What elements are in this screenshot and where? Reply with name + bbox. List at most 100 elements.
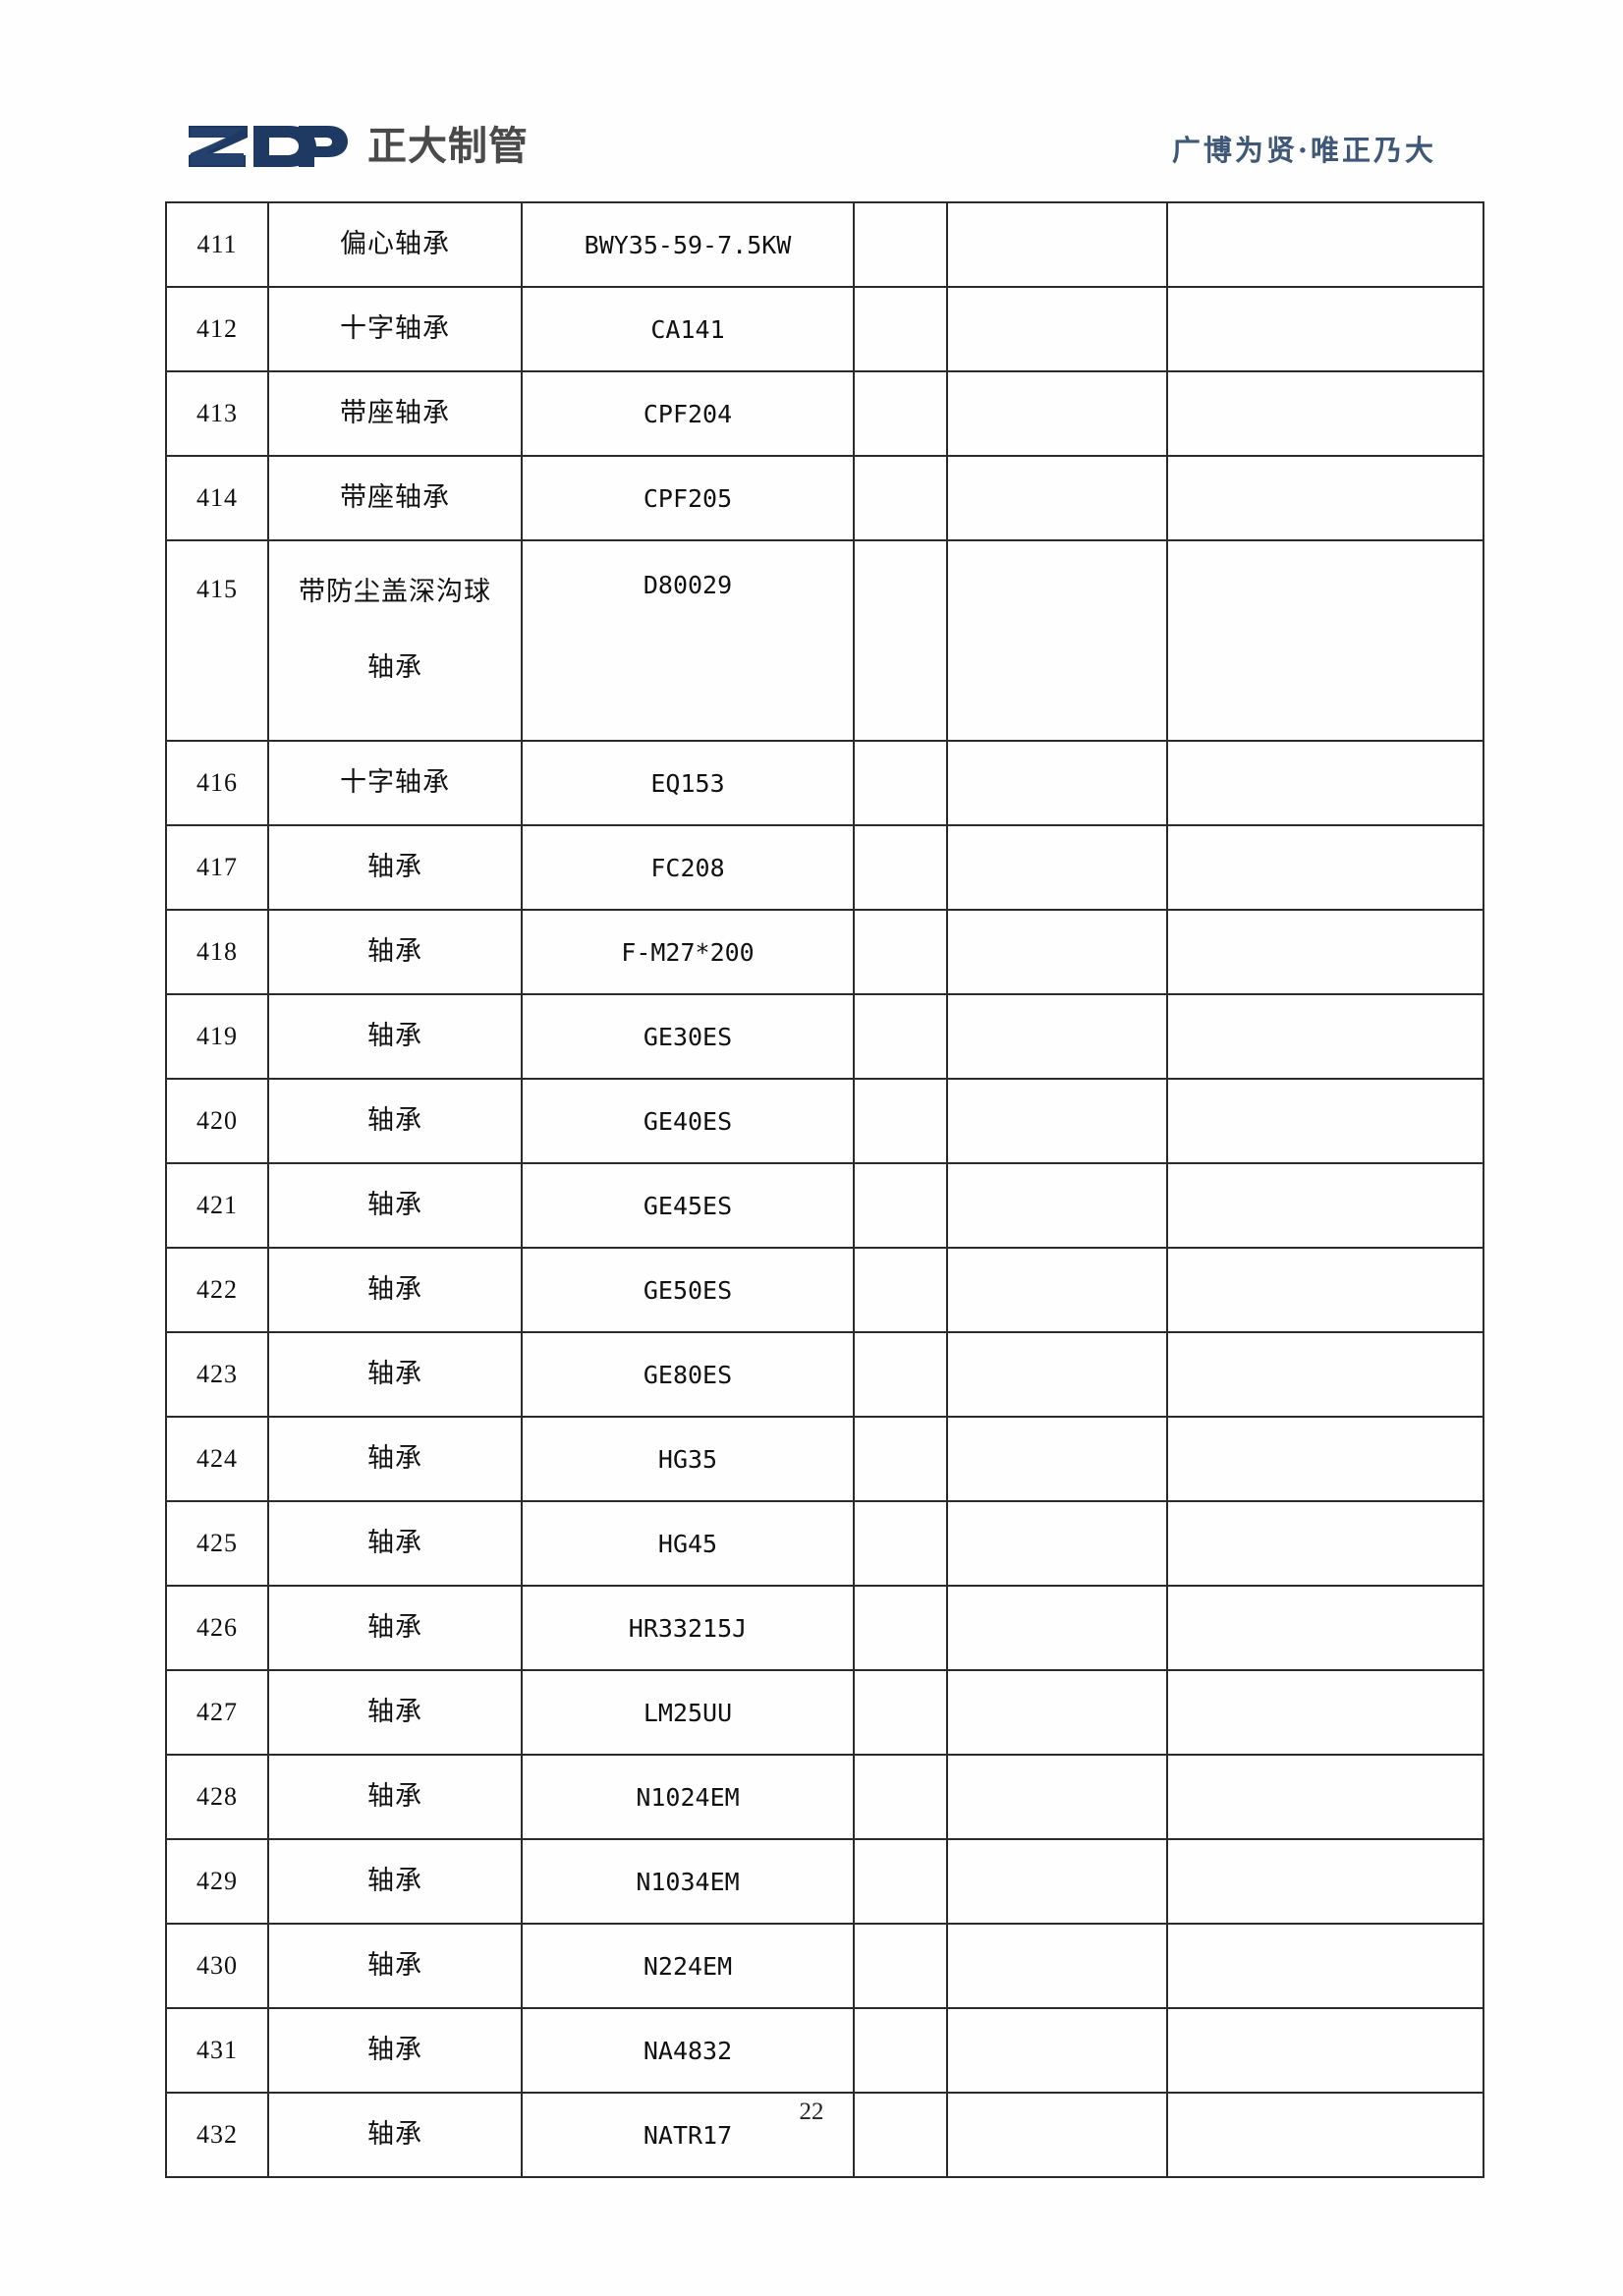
cell-model: GE40ES bbox=[521, 1078, 855, 1164]
part-name-value: 轴承 bbox=[367, 2035, 422, 2066]
cell-empty-3 bbox=[1166, 370, 1484, 457]
sequence-value: 418 bbox=[196, 937, 238, 966]
cell-empty-3 bbox=[1166, 539, 1484, 742]
cell-empty-1 bbox=[853, 1669, 948, 1756]
cell-empty-2 bbox=[946, 539, 1168, 742]
cell-sequence: 422 bbox=[165, 1247, 269, 1333]
cell-sequence: 415 bbox=[165, 539, 269, 742]
sequence-value: 432 bbox=[196, 2120, 238, 2149]
sequence-value: 430 bbox=[196, 1951, 238, 1980]
cell-part-name: 轴承 bbox=[267, 1416, 523, 1502]
cell-sequence: 418 bbox=[165, 909, 269, 995]
cell-part-name: 十字轴承 bbox=[267, 286, 523, 372]
part-name-value: 轴承 bbox=[367, 1105, 422, 1137]
table-row: 422 轴承 GE50ES bbox=[165, 1247, 1484, 1333]
sequence-value: 428 bbox=[196, 1782, 238, 1811]
cell-empty-1 bbox=[853, 1754, 948, 1840]
cell-part-name: 偏心轴承 bbox=[267, 201, 523, 288]
cell-empty-1 bbox=[853, 909, 948, 995]
cell-empty-1 bbox=[853, 1162, 948, 1249]
part-name-value: 十字轴承 bbox=[340, 767, 450, 799]
sequence-value: 417 bbox=[196, 853, 238, 881]
cell-empty-3 bbox=[1166, 2092, 1484, 2178]
cell-empty-2 bbox=[946, 740, 1168, 826]
cell-part-name: 轴承 bbox=[267, 993, 523, 1080]
cell-model: N224EM bbox=[521, 1923, 855, 2009]
cell-empty-2 bbox=[946, 1247, 1168, 1333]
sequence-value: 425 bbox=[196, 1529, 238, 1557]
cell-part-name: 轴承 bbox=[267, 1838, 523, 1925]
table-row: 427 轴承 LM25UU bbox=[165, 1669, 1484, 1756]
sequence-value: 412 bbox=[196, 314, 238, 343]
cell-part-name: 轴承 bbox=[267, 1585, 523, 1671]
model-value: CA141 bbox=[650, 314, 725, 344]
sequence-value: 414 bbox=[196, 483, 238, 512]
cell-empty-3 bbox=[1166, 909, 1484, 995]
table-row: 415 带防尘盖深沟球 轴承 D80029 bbox=[165, 539, 1484, 742]
table-row: 418 轴承 F-M27*200 bbox=[165, 909, 1484, 995]
cell-model: GE80ES bbox=[521, 1331, 855, 1418]
cell-model: NA4832 bbox=[521, 2007, 855, 2094]
cell-empty-2 bbox=[946, 2007, 1168, 2094]
sequence-value: 429 bbox=[196, 1867, 238, 1895]
part-name-value: 轴承 bbox=[367, 1359, 422, 1390]
table-row: 430 轴承 N224EM bbox=[165, 1923, 1484, 2009]
parts-table-container: 411 偏心轴承 BWY35-59-7.5KW 412 十字轴承 CA141 413 带座轴承… bbox=[165, 201, 1484, 2178]
cell-empty-2 bbox=[946, 455, 1168, 541]
table-row: 429 轴承 N1034EM bbox=[165, 1838, 1484, 1925]
table-row: 424 轴承 HG35 bbox=[165, 1416, 1484, 1502]
table-row: 432 轴承 NATR17 bbox=[165, 2092, 1484, 2178]
part-name-value: 轴承 bbox=[367, 1950, 422, 1982]
cell-empty-1 bbox=[853, 1585, 948, 1671]
sequence-value: 416 bbox=[196, 768, 238, 797]
table-row: 425 轴承 HG45 bbox=[165, 1500, 1484, 1587]
model-value: GE45ES bbox=[643, 1191, 733, 1220]
cell-empty-2 bbox=[946, 201, 1168, 288]
company-tagline: 广博为贤·唯正乃大 bbox=[1171, 134, 1436, 167]
cell-model: N1024EM bbox=[521, 1754, 855, 1840]
part-name-value: 轴承 bbox=[367, 2119, 422, 2151]
model-value: FC208 bbox=[650, 853, 725, 882]
cell-empty-1 bbox=[853, 1500, 948, 1587]
cell-sequence: 431 bbox=[165, 2007, 269, 2094]
cell-empty-3 bbox=[1166, 824, 1484, 911]
cell-empty-1 bbox=[853, 1416, 948, 1502]
cell-empty-3 bbox=[1166, 1585, 1484, 1671]
model-value: N1034EM bbox=[636, 1867, 740, 1896]
cell-empty-1 bbox=[853, 201, 948, 288]
part-name-value: 轴承 bbox=[367, 1612, 422, 1644]
cell-model: FC208 bbox=[521, 824, 855, 911]
table-row: 423 轴承 GE80ES bbox=[165, 1331, 1484, 1418]
cell-sequence: 413 bbox=[165, 370, 269, 457]
sequence-value: 415 bbox=[196, 575, 238, 603]
cell-empty-3 bbox=[1166, 1838, 1484, 1925]
cell-empty-1 bbox=[853, 1078, 948, 1164]
cell-empty-2 bbox=[946, 1754, 1168, 1840]
cell-empty-3 bbox=[1166, 1078, 1484, 1164]
cell-sequence: 426 bbox=[165, 1585, 269, 1671]
cell-empty-1 bbox=[853, 2007, 948, 2094]
cell-sequence: 416 bbox=[165, 740, 269, 826]
cell-empty-2 bbox=[946, 370, 1168, 457]
cell-empty-1 bbox=[853, 1838, 948, 1925]
cell-part-name: 轴承 bbox=[267, 1754, 523, 1840]
table-row: 411 偏心轴承 BWY35-59-7.5KW bbox=[165, 201, 1484, 288]
cell-empty-2 bbox=[946, 1162, 1168, 1249]
cell-sequence: 411 bbox=[165, 201, 269, 288]
cell-empty-3 bbox=[1166, 1162, 1484, 1249]
model-value: HR33215J bbox=[628, 1613, 748, 1643]
model-value: F-M27*200 bbox=[621, 937, 755, 967]
sequence-value: 431 bbox=[196, 2036, 238, 2064]
cell-model: CPF205 bbox=[521, 455, 855, 541]
part-name-value: 十字轴承 bbox=[340, 313, 450, 345]
cell-model: HR33215J bbox=[521, 1585, 855, 1671]
table-row: 412 十字轴承 CA141 bbox=[165, 286, 1484, 372]
cell-model: CA141 bbox=[521, 286, 855, 372]
cell-empty-2 bbox=[946, 1669, 1168, 1756]
cell-part-name: 带防尘盖深沟球 轴承 bbox=[267, 539, 523, 742]
cell-sequence: 420 bbox=[165, 1078, 269, 1164]
cell-empty-1 bbox=[853, 539, 948, 742]
cell-model: GE45ES bbox=[521, 1162, 855, 1249]
cell-model: D80029 bbox=[521, 539, 855, 742]
